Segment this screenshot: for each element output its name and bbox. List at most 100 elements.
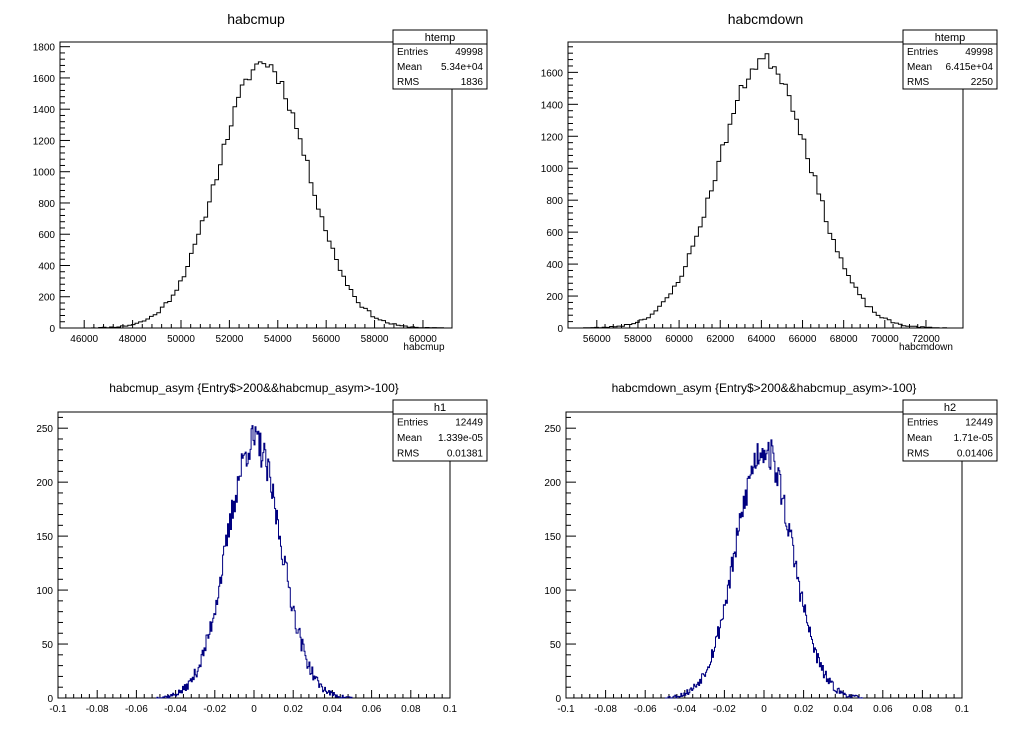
panel-2: habcmdown 56000 58000 60000 62000 64000 66000 6… xyxy=(541,11,998,353)
histogram-series xyxy=(665,439,863,699)
stats-value: 49998 xyxy=(965,47,993,58)
stats-box: htemp Entries 49998 Mean 5.34e+04 RMS 1836 xyxy=(392,29,488,90)
stats-value: 1836 xyxy=(461,77,484,88)
y-tick-label: 1200 xyxy=(541,132,564,143)
x-tick-label: 0.02 xyxy=(283,704,303,715)
y-tick-label: 0 xyxy=(49,324,55,335)
stats-value: 0.01406 xyxy=(957,449,994,460)
x-tick-label: -0.02 xyxy=(203,704,226,715)
stats-value: 0.01381 xyxy=(447,449,484,460)
x-tick-label: 56000 xyxy=(312,334,340,345)
y-tick-label: 50 xyxy=(550,640,562,651)
stats-key: RMS xyxy=(397,77,420,88)
y-tick-label: 400 xyxy=(546,260,563,271)
y-tick-label: 1400 xyxy=(33,105,56,116)
x-axis-label: habcmdown xyxy=(899,342,953,353)
stats-box: h2 Entries 12449 Mean 1.71e-05 RMS 0.01406 xyxy=(902,399,998,462)
x-tick-label: 48000 xyxy=(119,334,147,345)
panel-4: habcmdown_asym {Entry$>200&&habcmup_asym… xyxy=(544,381,998,715)
x-tick-label: 60000 xyxy=(665,334,693,345)
x-tick-label: 52000 xyxy=(215,334,243,345)
y-tick-label: 0 xyxy=(47,694,53,705)
x-tick-label: 0.02 xyxy=(794,704,814,715)
x-tick-label: -0.08 xyxy=(594,704,617,715)
x-tick-label: 60000 xyxy=(409,334,437,345)
x-tick-label: 0.1 xyxy=(955,704,969,715)
x-tick-label: 62000 xyxy=(706,334,734,345)
y-tick-label: 1000 xyxy=(541,164,564,175)
y-tick-label: 200 xyxy=(38,293,55,304)
x-tick-label: 72000 xyxy=(912,334,940,345)
x-tick-label: 0.06 xyxy=(873,704,893,715)
x-tick-label: -0.04 xyxy=(673,704,696,715)
stats-box-frame xyxy=(392,29,488,90)
histogram-series xyxy=(156,425,353,699)
y-tick-label: 1000 xyxy=(33,168,56,179)
x-tick-label: 0.04 xyxy=(833,704,853,715)
y-tick-label: 250 xyxy=(544,424,561,435)
y-tick-label: 400 xyxy=(38,261,55,272)
x-tick-label: 56000 xyxy=(583,334,611,345)
y-tick-label: 600 xyxy=(38,230,55,241)
histogram-series xyxy=(576,53,947,329)
stats-box-frame xyxy=(902,29,998,90)
x-tick-label: 0.1 xyxy=(443,704,457,715)
y-tick-label: 100 xyxy=(36,586,53,597)
y-tick-label: 150 xyxy=(544,532,561,543)
x-tick-label: 0.04 xyxy=(323,704,343,715)
stats-value: 5.34e+04 xyxy=(441,62,483,73)
plot-frame xyxy=(59,41,453,329)
stats-key: Mean xyxy=(907,62,932,73)
stats-key: RMS xyxy=(907,77,930,88)
y-tick-label: 100 xyxy=(544,586,561,597)
x-tick-label: 64000 xyxy=(747,334,775,345)
stats-key: RMS xyxy=(907,449,930,460)
stats-key: Mean xyxy=(397,62,422,73)
y-tick-label: 50 xyxy=(42,640,54,651)
x-tick-label: -0.02 xyxy=(713,704,736,715)
x-tick-label: -0.04 xyxy=(164,704,187,715)
stats-value: 1.339e-05 xyxy=(438,433,483,444)
x-tick-label: 0.08 xyxy=(401,704,421,715)
plot-frame xyxy=(567,41,964,329)
y-tick-label: 200 xyxy=(544,478,561,489)
x-tick-label: 54000 xyxy=(264,334,292,345)
chart-title: habcmdown_asym {Entry$>200&&habcmup_asym… xyxy=(612,381,917,395)
y-tick-label: 150 xyxy=(36,532,53,543)
stats-box-frame xyxy=(902,399,998,462)
x-axis-label: habcmup xyxy=(403,342,445,353)
panel-3: habcmup_asym {Entry$>200&&habcmup_asym>-… xyxy=(36,381,488,715)
stats-key: Entries xyxy=(397,47,428,58)
chart-title: habcmup_asym {Entry$>200&&habcmup_asym>-… xyxy=(109,381,399,395)
stats-key: Mean xyxy=(907,433,932,444)
stats-value: 1.71e-05 xyxy=(954,433,994,444)
x-tick-label: -0.1 xyxy=(49,704,67,715)
x-tick-label: 0 xyxy=(251,704,257,715)
y-tick-label: 0 xyxy=(557,324,563,335)
x-tick-label: 46000 xyxy=(70,334,98,345)
x-tick-label: 0 xyxy=(761,704,767,715)
chart-title: habcmdown xyxy=(728,11,804,27)
stats-key: Entries xyxy=(397,417,428,428)
plot-frame xyxy=(57,411,451,699)
x-tick-label: -0.06 xyxy=(125,704,148,715)
stats-key: RMS xyxy=(397,449,420,460)
y-tick-label: 200 xyxy=(546,292,563,303)
stats-value: 49998 xyxy=(455,47,483,58)
x-tick-label: 68000 xyxy=(830,334,858,345)
stats-value: 12449 xyxy=(965,417,993,428)
stats-key: Entries xyxy=(907,47,938,58)
x-tick-label: 58000 xyxy=(624,334,652,345)
stats-key: Entries xyxy=(907,417,938,428)
stats-box-name: h1 xyxy=(434,402,446,414)
x-tick-label: -0.06 xyxy=(634,704,657,715)
x-tick-label: 0.08 xyxy=(913,704,933,715)
x-tick-label: -0.08 xyxy=(86,704,109,715)
y-tick-label: 0 xyxy=(555,694,561,705)
panel-1: habcmup 46000 48000 50000 52000 54000 56000 580… xyxy=(33,11,488,353)
stats-box-name: htemp xyxy=(425,32,456,44)
x-tick-label: 66000 xyxy=(789,334,817,345)
stats-box-name: h2 xyxy=(944,402,956,414)
